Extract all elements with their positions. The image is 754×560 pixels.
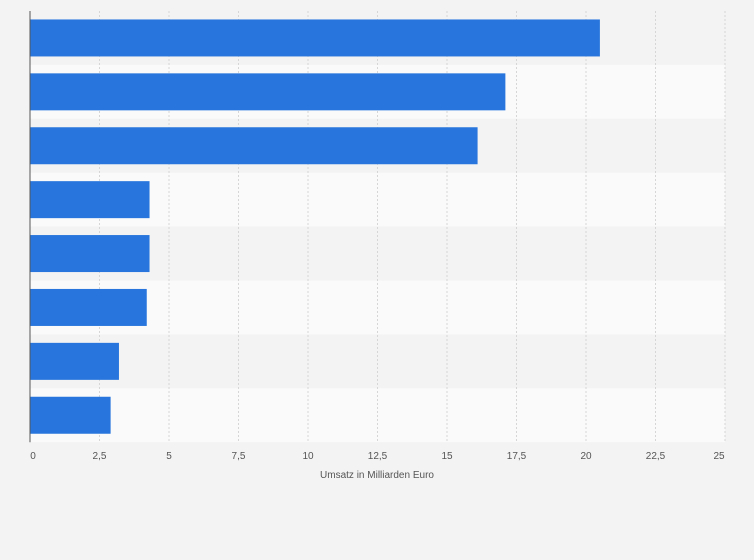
bars xyxy=(30,19,600,434)
bar xyxy=(30,73,506,111)
bar xyxy=(30,19,600,57)
x-tick-label: 17,5 xyxy=(507,451,527,462)
bar xyxy=(30,342,119,380)
x-tick-label: 15 xyxy=(441,451,453,462)
bar xyxy=(30,235,150,273)
bar xyxy=(30,181,150,219)
x-tick-label: 12,5 xyxy=(368,451,388,462)
x-tick-label: 10 xyxy=(302,451,314,462)
x-tick-label: 0 xyxy=(30,451,36,462)
x-axis-title: Umsatz in Milliarden Euro xyxy=(320,470,434,481)
bar xyxy=(30,127,478,165)
x-tick-label: 7,5 xyxy=(232,451,246,462)
x-tick-label: 20 xyxy=(580,451,592,462)
bar xyxy=(30,288,147,326)
x-tick-label: 5 xyxy=(166,451,172,462)
bar xyxy=(30,396,111,434)
x-axis-ticks: 0 2,5 5 7,5 10 12,5 15 17,5 20 22,5 25 xyxy=(30,451,725,462)
x-tick-label: 2,5 xyxy=(93,451,107,462)
x-tick-label: 22,5 xyxy=(646,451,666,462)
x-tick-label: 25 xyxy=(713,451,725,462)
